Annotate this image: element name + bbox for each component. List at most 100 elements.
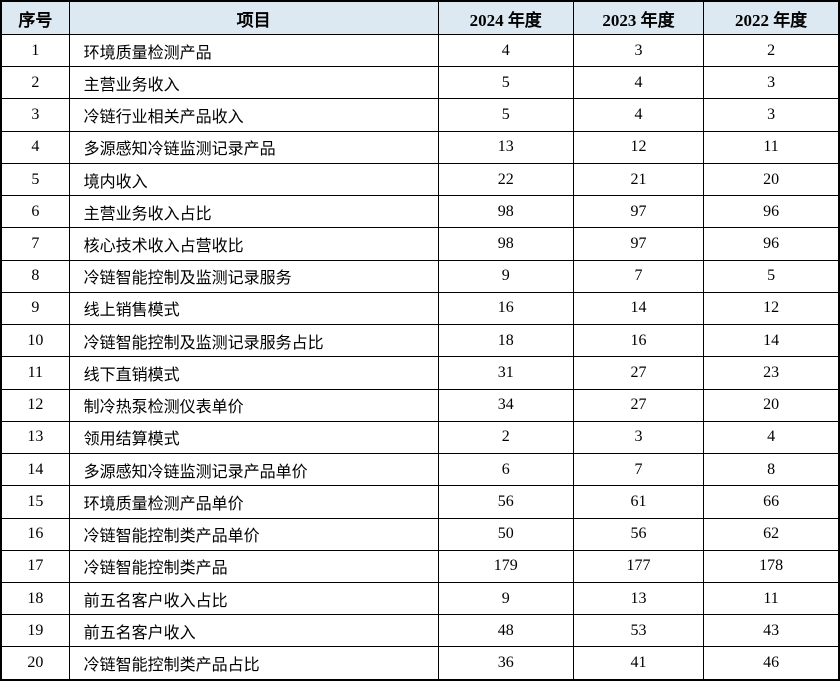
value-cell-2023: 21 — [572, 162, 705, 197]
row-no-cell: 2 — [0, 66, 70, 100]
value-cell-2023: 14 — [572, 291, 705, 326]
value-cell-2023: 41 — [572, 646, 705, 681]
table-header-row: 序号 项目 2024 年度 2023 年度 2022 年度 — [0, 0, 840, 35]
row-no-cell: 10 — [0, 324, 70, 358]
value-cell-2024: 34 — [437, 388, 574, 422]
table-row: 1 环境质量检测产品 4 3 2 — [0, 33, 840, 68]
value-cell-2024: 9 — [437, 581, 574, 616]
value-cell-2022: 11 — [703, 581, 840, 616]
value-cell-2024: 98 — [437, 227, 574, 261]
value-cell-2023: 97 — [572, 195, 705, 229]
value-cell-2022: 178 — [703, 549, 840, 583]
value-cell-2023: 3 — [572, 420, 705, 455]
value-cell-2022: 3 — [703, 98, 840, 132]
row-item-cell: 主营业务收入 — [68, 66, 439, 100]
table-row: 12 制冷热泵检测仪表单价 34 27 20 — [0, 388, 840, 422]
table-row: 4 多源感知冷链监测记录产品 13 12 11 — [0, 130, 840, 164]
value-cell-2023: 27 — [572, 388, 705, 422]
row-no-cell: 14 — [0, 453, 70, 487]
value-cell-2023: 56 — [572, 517, 705, 551]
value-cell-2022: 3 — [703, 66, 840, 100]
value-cell-2024: 56 — [437, 485, 574, 519]
value-cell-2024: 13 — [437, 130, 574, 164]
value-cell-2023: 16 — [572, 324, 705, 358]
table-row: 2 主营业务收入 5 4 3 — [0, 66, 840, 100]
row-no-cell: 13 — [0, 420, 70, 455]
value-cell-2024: 98 — [437, 195, 574, 229]
row-no-cell: 18 — [0, 581, 70, 616]
col-header-2023: 2023 年度 — [572, 0, 705, 35]
value-cell-2022: 14 — [703, 324, 840, 358]
value-cell-2023: 4 — [572, 98, 705, 132]
value-cell-2022: 66 — [703, 485, 840, 519]
col-header-2024: 2024 年度 — [437, 0, 574, 35]
table-body: 1 环境质量检测产品 4 3 2 2 主营业务收入 5 4 3 3 冷链行业相关产品收入 5 4 3 4 多源感… — [0, 33, 840, 681]
col-header-no: 序号 — [0, 0, 70, 35]
row-item-cell: 前五名客户收入 — [68, 614, 439, 648]
value-cell-2024: 9 — [437, 259, 574, 293]
table-row: 5 境内收入 22 21 20 — [0, 162, 840, 197]
value-cell-2024: 6 — [437, 453, 574, 487]
table-row: 3 冷链行业相关产品收入 5 4 3 — [0, 98, 840, 132]
table-header: 序号 项目 2024 年度 2023 年度 2022 年度 — [0, 0, 840, 35]
row-item-cell: 冷链智能控制类产品占比 — [68, 646, 439, 681]
row-item-cell: 线上销售模式 — [68, 291, 439, 326]
value-cell-2023: 4 — [572, 66, 705, 100]
value-cell-2024: 22 — [437, 162, 574, 197]
row-no-cell: 17 — [0, 549, 70, 583]
value-cell-2023: 12 — [572, 130, 705, 164]
value-cell-2024: 5 — [437, 66, 574, 100]
row-item-cell: 多源感知冷链监测记录产品单价 — [68, 453, 439, 487]
value-cell-2022: 5 — [703, 259, 840, 293]
row-no-cell: 5 — [0, 162, 70, 197]
table-row: 20 冷链智能控制类产品占比 36 41 46 — [0, 646, 840, 681]
value-cell-2022: 43 — [703, 614, 840, 648]
value-cell-2024: 48 — [437, 614, 574, 648]
value-cell-2023: 7 — [572, 453, 705, 487]
row-no-cell: 15 — [0, 485, 70, 519]
value-cell-2022: 23 — [703, 356, 840, 390]
value-cell-2024: 2 — [437, 420, 574, 455]
value-cell-2022: 2 — [703, 33, 840, 68]
value-cell-2024: 179 — [437, 549, 574, 583]
table-row: 8 冷链智能控制及监测记录服务 9 7 5 — [0, 259, 840, 293]
value-cell-2024: 4 — [437, 33, 574, 68]
row-item-cell: 主营业务收入占比 — [68, 195, 439, 229]
value-cell-2023: 27 — [572, 356, 705, 390]
value-cell-2024: 16 — [437, 291, 574, 326]
table-row: 17 冷链智能控制类产品 179 177 178 — [0, 549, 840, 583]
value-cell-2023: 177 — [572, 549, 705, 583]
table-row: 6 主营业务收入占比 98 97 96 — [0, 195, 840, 229]
row-no-cell: 7 — [0, 227, 70, 261]
value-cell-2022: 4 — [703, 420, 840, 455]
row-no-cell: 16 — [0, 517, 70, 551]
table-row: 10 冷链智能控制及监测记录服务占比 18 16 14 — [0, 324, 840, 358]
table-row: 13 领用结算模式 2 3 4 — [0, 420, 840, 455]
row-no-cell: 19 — [0, 614, 70, 648]
row-item-cell: 环境质量检测产品 — [68, 33, 439, 68]
value-cell-2023: 97 — [572, 227, 705, 261]
value-cell-2022: 20 — [703, 162, 840, 197]
table-row: 7 核心技术收入占营收比 98 97 96 — [0, 227, 840, 261]
value-cell-2023: 7 — [572, 259, 705, 293]
value-cell-2022: 96 — [703, 227, 840, 261]
value-cell-2022: 96 — [703, 195, 840, 229]
table-row: 11 线下直销模式 31 27 23 — [0, 356, 840, 390]
value-cell-2022: 12 — [703, 291, 840, 326]
row-item-cell: 前五名客户收入占比 — [68, 581, 439, 616]
table-row: 18 前五名客户收入占比 9 13 11 — [0, 581, 840, 616]
row-item-cell: 境内收入 — [68, 162, 439, 197]
row-no-cell: 1 — [0, 33, 70, 68]
row-no-cell: 4 — [0, 130, 70, 164]
row-item-cell: 环境质量检测产品单价 — [68, 485, 439, 519]
value-cell-2023: 13 — [572, 581, 705, 616]
value-cell-2023: 3 — [572, 33, 705, 68]
row-item-cell: 冷链智能控制类产品单价 — [68, 517, 439, 551]
row-item-cell: 多源感知冷链监测记录产品 — [68, 130, 439, 164]
value-cell-2022: 62 — [703, 517, 840, 551]
value-cell-2022: 11 — [703, 130, 840, 164]
table-row: 9 线上销售模式 16 14 12 — [0, 291, 840, 326]
row-item-cell: 冷链智能控制及监测记录服务占比 — [68, 324, 439, 358]
row-no-cell: 9 — [0, 291, 70, 326]
row-no-cell: 6 — [0, 195, 70, 229]
